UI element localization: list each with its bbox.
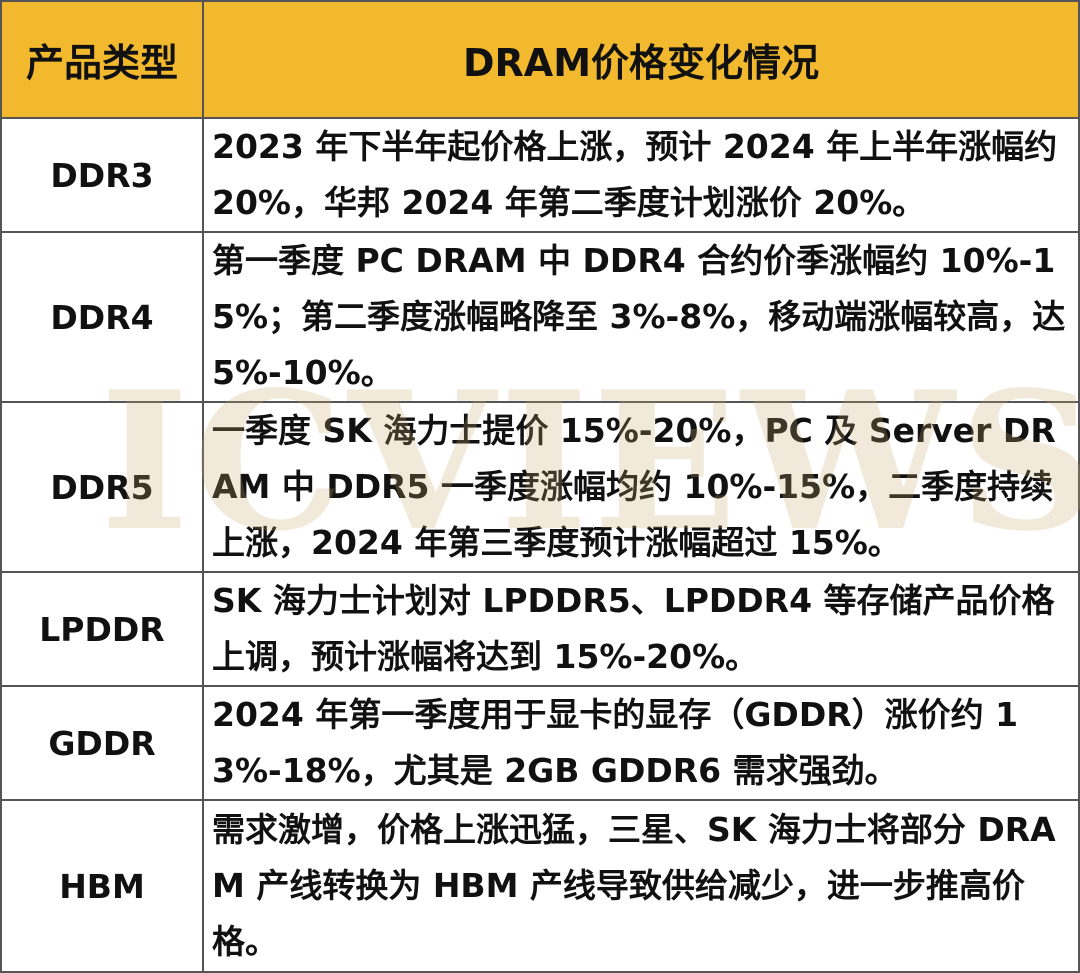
price-change: 第一季度 PC DRAM 中 DDR4 合约价季涨幅约 10%-15%；第二季度…: [202, 231, 1080, 403]
price-change: 一季度 SK 海力士提价 15%-20%，PC 及 Server DRAM 中 …: [202, 401, 1080, 573]
price-change: SK 海力士计划对 LPDDR5、LPDDR4 等存储产品价格上调，预计涨幅将达…: [202, 571, 1080, 687]
header-cell: 产品类型: [0, 0, 204, 119]
table-row: LPDDR SK 海力士计划对 LPDDR5、LPDDR4 等存储产品价格上调，预…: [0, 571, 1080, 687]
table-row: DDR3 2023 年下半年起价格上涨，预计 2024 年上半年涨幅约 20%，华…: [0, 117, 1080, 233]
price-change: 2024 年第一季度用于显卡的显存（GDDR）涨价约 13%-18%，尤其是 2…: [202, 685, 1080, 801]
table-body: DDR3 2023 年下半年起价格上涨，预计 2024 年上半年涨幅约 20%，华…: [0, 117, 1080, 973]
table-row: DDR4 第一季度 PC DRAM 中 DDR4 合约价季涨幅约 10%-15%；…: [0, 231, 1080, 403]
price-change: 2023 年下半年起价格上涨，预计 2024 年上半年涨幅约 20%，华邦 20…: [202, 117, 1080, 233]
header-cell: DRAM价格变化情况: [202, 0, 1080, 119]
product-type: DDR3: [0, 117, 204, 233]
product-type: DDR5: [0, 401, 204, 573]
price-change: 需求激增，价格上涨迅猛，三星、SK 海力士将部分 DRAM 产线转换为 HBM …: [202, 799, 1080, 973]
table-row: GDDR 2024 年第一季度用于显卡的显存（GDDR）涨价约 13%-18%，尤…: [0, 685, 1080, 801]
product-type: HBM: [0, 799, 204, 973]
header-row: 产品类型 DRAM价格变化情况: [0, 0, 1080, 119]
table-row: DDR5 一季度 SK 海力士提价 15%-20%，PC 及 Server DRA…: [0, 401, 1080, 573]
table-row: HBM 需求激增，价格上涨迅猛，三星、SK 海力士将部分 DRAM 产线转换为 H…: [0, 799, 1080, 973]
product-type: LPDDR: [0, 571, 204, 687]
product-type: DDR4: [0, 231, 204, 403]
product-type: GDDR: [0, 685, 204, 801]
